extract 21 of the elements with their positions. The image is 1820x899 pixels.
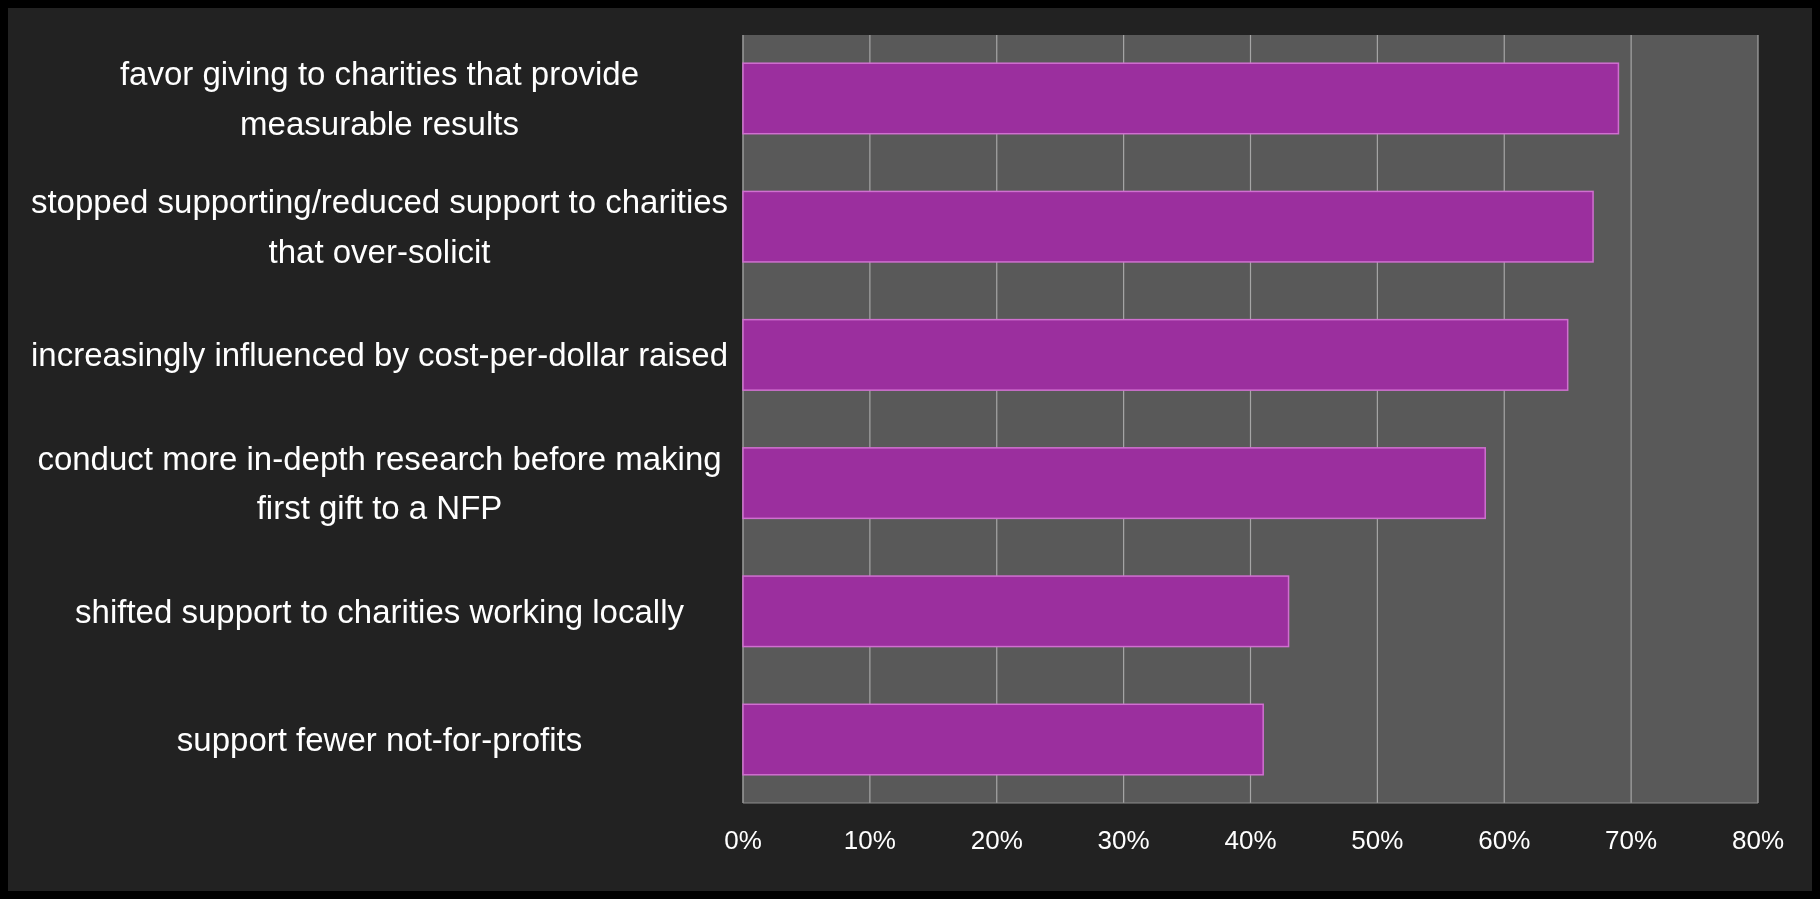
y-tick-label: shifted support to charities working locally (75, 592, 685, 630)
bar (742, 318, 1569, 391)
bar (742, 575, 1290, 648)
x-tick-label: 70% (1605, 825, 1658, 855)
x-tick-label: 0% (724, 825, 762, 855)
x-tick-label: 50% (1351, 825, 1404, 855)
bar (742, 703, 1264, 776)
y-tick-label: support fewer not-for-profits (176, 721, 583, 759)
x-tick-label: 30% (1097, 825, 1150, 855)
y-tick-label: conduct more in-depth research before making first gift to a NFP (37, 439, 722, 527)
bar (742, 190, 1594, 263)
bar (742, 62, 1620, 135)
x-tick-label: 60% (1478, 825, 1531, 855)
x-tick-label: 20% (970, 825, 1023, 855)
x-tick-label: 40% (1224, 825, 1277, 855)
y-tick-label: favor giving to charities that provide measurable results (119, 55, 640, 142)
bar (742, 447, 1486, 520)
x-tick-label: 80% (1731, 825, 1785, 855)
x-tick-label: 10% (843, 825, 896, 855)
y-tick-label: increasingly influenced by cost-per-dollar raised (30, 336, 729, 374)
y-tick-label: stopped supporting/reduced support to charities that over-solicit (30, 183, 729, 270)
